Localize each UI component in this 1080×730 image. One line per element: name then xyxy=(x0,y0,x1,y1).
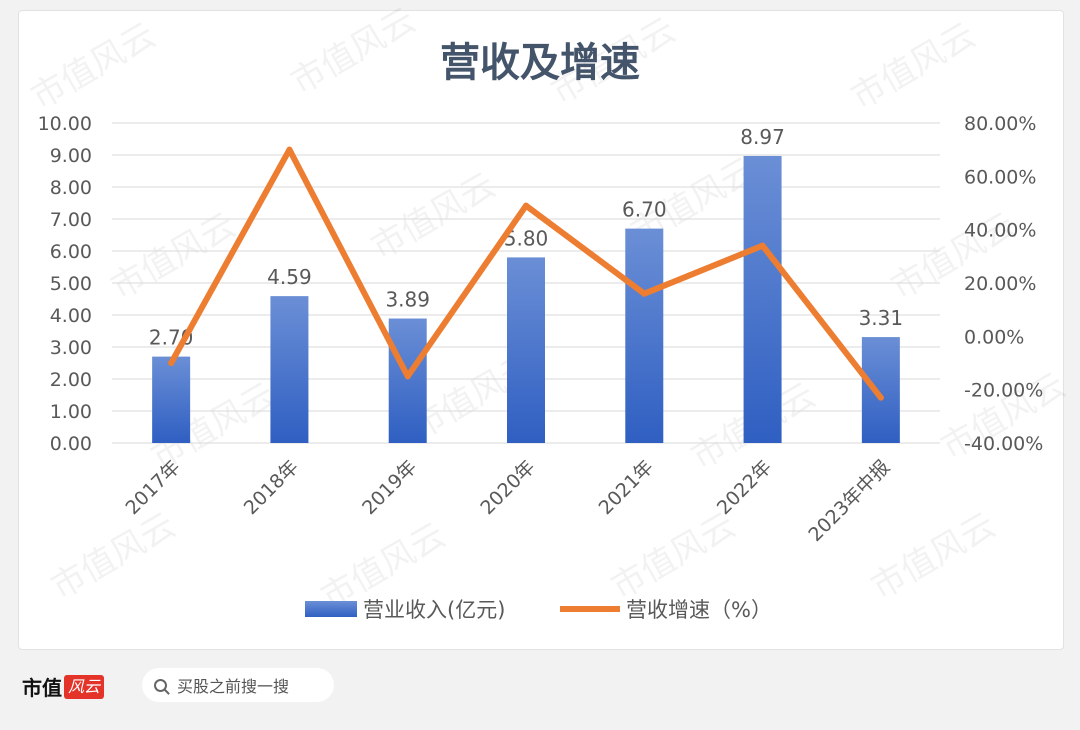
x-tick-label: 2019年 xyxy=(358,456,421,519)
bars: 2.704.593.895.806.708.973.31 xyxy=(149,125,903,443)
watermark-text: 市值风云 xyxy=(105,205,243,308)
bar-value-label: 6.70 xyxy=(622,198,667,222)
right-tick-label: 40.00% xyxy=(964,220,1036,242)
right-tick-label: 60.00% xyxy=(964,166,1036,188)
brand-logo-badge: 风云 xyxy=(64,674,105,699)
legend-line-label: 营收增速（%） xyxy=(626,598,772,622)
right-tick-label: 80.00% xyxy=(964,113,1036,135)
search-icon xyxy=(154,678,167,692)
legend: 营业收入(亿元) 营收增速（%） xyxy=(305,598,772,622)
bar-value-label: 3.31 xyxy=(859,306,904,330)
watermark-text: 市值风云 xyxy=(845,15,983,118)
growth-point xyxy=(759,242,766,249)
footer-bar: 市值 风云 买股之前搜一搜 xyxy=(0,650,1080,730)
right-tick-label: 0.00% xyxy=(964,326,1024,348)
x-axis: 2017年 2018年 2019年 2020年 2021年 2022年 2023年中报 xyxy=(121,456,894,546)
left-tick-label: 9.00 xyxy=(50,145,92,167)
left-tick-label: 2.00 xyxy=(50,369,92,391)
revenue-bar xyxy=(507,257,545,443)
revenue-bar xyxy=(861,337,900,443)
brand-logo[interactable]: 市值 风云 xyxy=(22,672,105,701)
watermark-text: 市值风云 xyxy=(25,15,163,118)
bar-value-label: 8.97 xyxy=(740,125,785,149)
growth-point xyxy=(877,394,884,401)
growth-point xyxy=(641,290,648,297)
revenue-bar xyxy=(270,296,309,443)
watermark-text: 市值风云 xyxy=(45,505,183,608)
growth-point xyxy=(286,146,293,153)
brand-name: 市值 xyxy=(22,676,62,700)
watermark-text: 市值风云 xyxy=(365,165,503,268)
growth-point xyxy=(404,373,411,380)
revenue-bar xyxy=(388,318,427,443)
x-tick-label: 2021年 xyxy=(595,456,658,519)
watermark-text: 市值风云 xyxy=(865,505,1003,608)
watermark-text: 市值风云 xyxy=(605,505,743,608)
revenue-bar xyxy=(625,228,664,443)
watermark-text: 市值风云 xyxy=(285,0,423,103)
left-tick-label: 7.00 xyxy=(50,209,92,231)
left-tick-label: 0.00 xyxy=(50,433,92,455)
growth-line xyxy=(168,146,884,401)
left-tick-label: 3.00 xyxy=(50,337,92,359)
x-tick-label: 2018年 xyxy=(240,456,303,519)
revenue-bar xyxy=(152,356,191,443)
left-axis: 0.00 1.00 2.00 3.00 4.00 5.00 6.00 7.00 8.00 9.00… xyxy=(38,113,92,455)
bar-value-label: 4.59 xyxy=(267,265,312,289)
left-tick-label: 5.00 xyxy=(50,273,92,295)
growth-point xyxy=(168,360,175,366)
right-axis: -40.00% -20.00% 0.00% 20.00% 40.00% 60.00% 80.… xyxy=(964,113,1043,455)
left-tick-label: 8.00 xyxy=(50,177,92,199)
legend-bar-label: 营业收入(亿元) xyxy=(363,598,505,622)
search-box[interactable]: 买股之前搜一搜 xyxy=(142,668,334,702)
revenue-bar xyxy=(743,155,782,443)
left-tick-label: 4.00 xyxy=(50,305,92,327)
right-tick-label: -40.00% xyxy=(964,433,1043,455)
right-tick-label: -20.00% xyxy=(964,380,1043,402)
chart-title: 营收及增速 xyxy=(440,40,640,86)
x-tick-label: 2023年中报 xyxy=(804,456,894,546)
legend-bar-swatch xyxy=(305,601,357,617)
left-tick-label: 10.00 xyxy=(38,113,92,135)
bar-value-label: 3.89 xyxy=(385,288,430,312)
left-tick-label: 6.00 xyxy=(50,241,92,263)
x-tick-label: 2020年 xyxy=(476,456,539,519)
growth-point xyxy=(523,202,529,209)
left-tick-label: 1.00 xyxy=(50,401,92,423)
right-tick-label: 20.00% xyxy=(964,273,1036,295)
search-placeholder: 买股之前搜一搜 xyxy=(177,677,290,696)
